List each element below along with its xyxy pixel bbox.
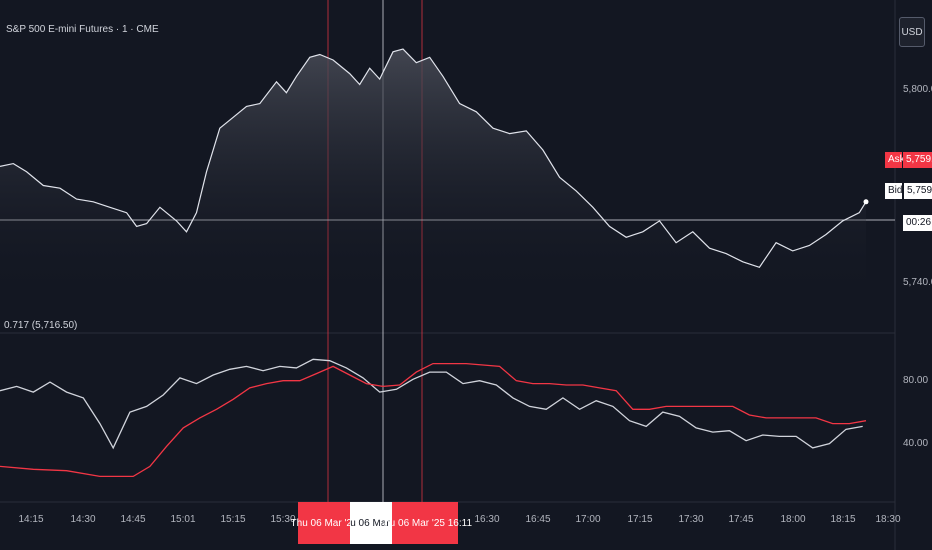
- bid-price-value: 5,759.00: [903, 183, 932, 199]
- indicator-tick-label: 80.00: [903, 375, 929, 386]
- time-tick-label: 18:00: [780, 514, 806, 525]
- price-tick-label: 5,800.00: [903, 84, 932, 95]
- time-tick-label: 14:45: [120, 514, 146, 525]
- indicator-line-white: [0, 358, 863, 450]
- currency-button[interactable]: USD: [899, 17, 925, 47]
- time-tick-label: 17:15: [627, 514, 653, 525]
- ask-label: Ask: [885, 152, 905, 168]
- crosshair-time-label: Thu 06 Mar '25 16:11: [378, 502, 472, 544]
- time-tick-label: 15:01: [170, 514, 196, 525]
- crosshair-time-label: Thu 06 Mar '25: [350, 502, 394, 544]
- time-tick-label: 16:45: [525, 514, 551, 525]
- indicator-tick-label: 40.00: [903, 438, 929, 449]
- time-tick-label: 17:45: [728, 514, 754, 525]
- time-tick-label: 18:15: [830, 514, 856, 525]
- price-tick-label: 5,740.00: [903, 277, 932, 288]
- symbol-title[interactable]: S&P 500 E-mini Futures · 1 · CME: [6, 24, 159, 35]
- indicator-legend[interactable]: 0.717 (5,716.50): [4, 320, 78, 331]
- time-tick-label: 14:15: [18, 514, 44, 525]
- bar-countdown: 00:26: [903, 215, 932, 231]
- crosshair-time-label: Thu 06 Mar '25: [291, 502, 357, 544]
- time-tick-label: 16:30: [474, 514, 500, 525]
- time-tick-label: 14:30: [70, 514, 96, 525]
- time-tick-label: 15:30: [270, 514, 296, 525]
- indicator-line-red: [0, 362, 867, 478]
- time-tick-label: 18:30: [875, 514, 901, 525]
- time-tick-label: 15:15: [220, 514, 246, 525]
- bid-label: Bid: [885, 183, 902, 199]
- last-price-dot: [863, 199, 869, 205]
- time-tick-label: 17:30: [678, 514, 704, 525]
- ask-price-value: 5,759.25: [903, 152, 932, 168]
- price-area-fill: [0, 49, 866, 300]
- time-tick-label: 17:00: [575, 514, 601, 525]
- price-line: [0, 48, 867, 269]
